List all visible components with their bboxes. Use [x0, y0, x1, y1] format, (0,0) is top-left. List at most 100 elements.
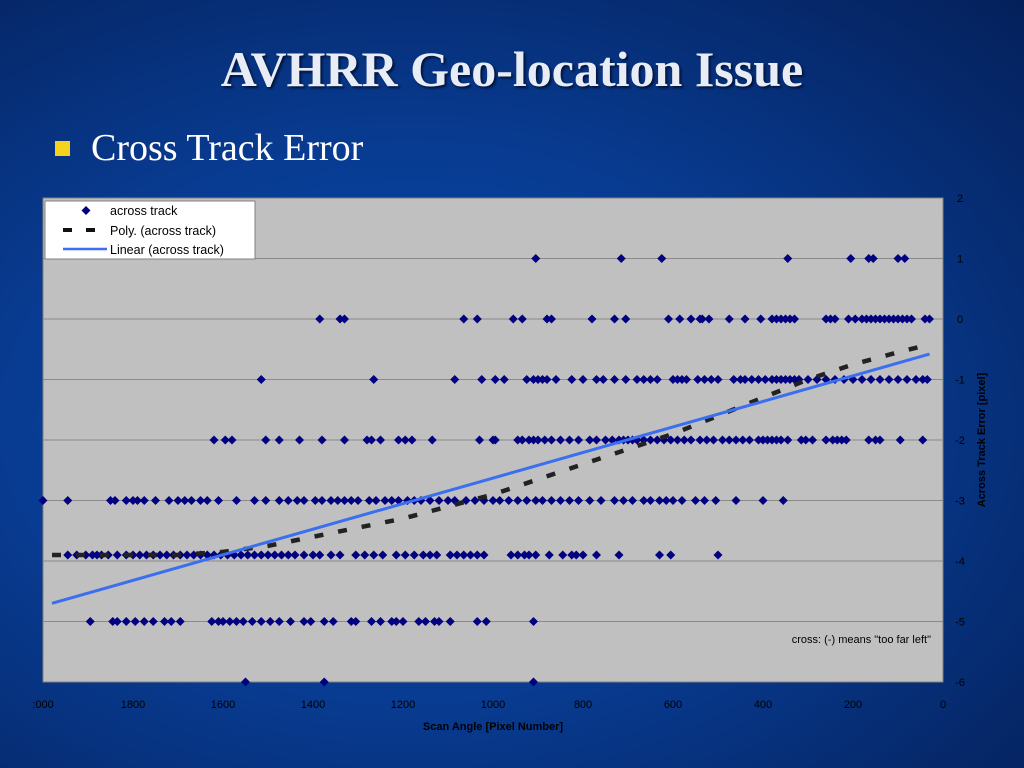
data-point	[574, 435, 583, 445]
data-point	[538, 496, 547, 505]
data-point	[112, 550, 122, 560]
data-point	[551, 375, 561, 384]
data-point	[803, 375, 813, 384]
data-point	[756, 314, 766, 324]
data-point	[592, 435, 601, 445]
data-point	[517, 435, 527, 445]
data-point	[196, 496, 205, 505]
data-point	[675, 314, 685, 324]
y-tick-label: -3	[955, 496, 965, 508]
data-point	[310, 496, 320, 505]
data-point	[326, 496, 336, 505]
data-point	[479, 550, 489, 560]
data-point	[434, 496, 444, 505]
data-point	[729, 375, 739, 384]
data-point	[427, 435, 437, 445]
data-point	[718, 435, 727, 445]
y-tick-label: -2	[955, 435, 965, 447]
data-point	[646, 375, 655, 384]
data-point	[425, 550, 435, 560]
data-point	[531, 254, 541, 263]
data-point	[459, 550, 469, 560]
data-point	[884, 375, 894, 384]
data-point	[218, 617, 228, 626]
data-point	[400, 550, 410, 560]
data-point	[481, 617, 491, 626]
data-point	[459, 314, 469, 324]
data-point	[340, 496, 349, 505]
data-point	[241, 677, 250, 687]
data-point	[445, 550, 455, 560]
data-point	[391, 617, 401, 626]
data-point	[315, 550, 325, 560]
data-point	[400, 435, 410, 445]
data-point	[745, 435, 754, 445]
data-point	[893, 254, 903, 263]
data-point	[225, 617, 235, 626]
bullet-text: Cross Track Error	[91, 127, 364, 169]
linear-trendline	[51, 352, 930, 605]
data-point	[893, 375, 903, 384]
data-point	[391, 550, 401, 560]
y-tick-label: -5	[955, 617, 965, 629]
data-point	[529, 617, 538, 626]
data-point	[540, 435, 550, 445]
data-point	[445, 617, 455, 626]
data-point	[596, 496, 606, 505]
data-point	[657, 254, 667, 263]
data-point	[121, 496, 131, 505]
data-point	[922, 375, 932, 384]
data-point	[418, 550, 428, 560]
data-point	[38, 496, 48, 505]
data-point	[407, 435, 417, 445]
data-point	[821, 435, 831, 445]
data-point	[808, 435, 817, 445]
data-point	[682, 375, 691, 384]
data-point	[265, 617, 275, 626]
data-point	[112, 617, 122, 626]
data-point	[286, 617, 295, 626]
data-point	[367, 617, 376, 626]
data-point	[925, 314, 934, 324]
data-point	[686, 435, 696, 445]
data-point	[533, 435, 543, 445]
data-point	[207, 617, 217, 626]
data-point	[508, 314, 518, 324]
data-point	[110, 496, 120, 505]
data-point	[592, 375, 601, 384]
bullet-square-icon	[55, 140, 70, 156]
data-point	[585, 496, 595, 505]
data-point	[902, 375, 912, 384]
data-point	[187, 496, 196, 505]
data-point	[601, 435, 610, 445]
data-point	[317, 496, 327, 505]
legend-label-poly: Poly. (across track)	[110, 224, 216, 238]
data-point	[801, 435, 811, 445]
data-point	[472, 550, 482, 560]
data-point	[151, 496, 160, 505]
x-tick-label: 1600	[211, 699, 235, 711]
data-point	[319, 617, 329, 626]
data-point	[256, 375, 266, 384]
data-point	[256, 550, 266, 560]
data-point	[513, 496, 523, 505]
data-point	[380, 496, 390, 505]
data-point	[517, 314, 527, 324]
data-point	[693, 375, 703, 384]
data-point	[628, 496, 637, 505]
data-point	[274, 435, 284, 445]
data-point	[679, 435, 689, 445]
data-point	[155, 550, 165, 560]
data-point	[619, 496, 628, 505]
data-point	[477, 375, 487, 384]
data-point	[531, 550, 541, 560]
data-point	[506, 550, 516, 560]
data-point	[421, 617, 430, 626]
data-point	[353, 496, 363, 505]
data-point	[646, 496, 655, 505]
data-point	[866, 375, 876, 384]
data-point	[166, 617, 176, 626]
data-point	[247, 617, 257, 626]
data-point	[130, 617, 140, 626]
legend-marker-across-track	[81, 206, 91, 215]
